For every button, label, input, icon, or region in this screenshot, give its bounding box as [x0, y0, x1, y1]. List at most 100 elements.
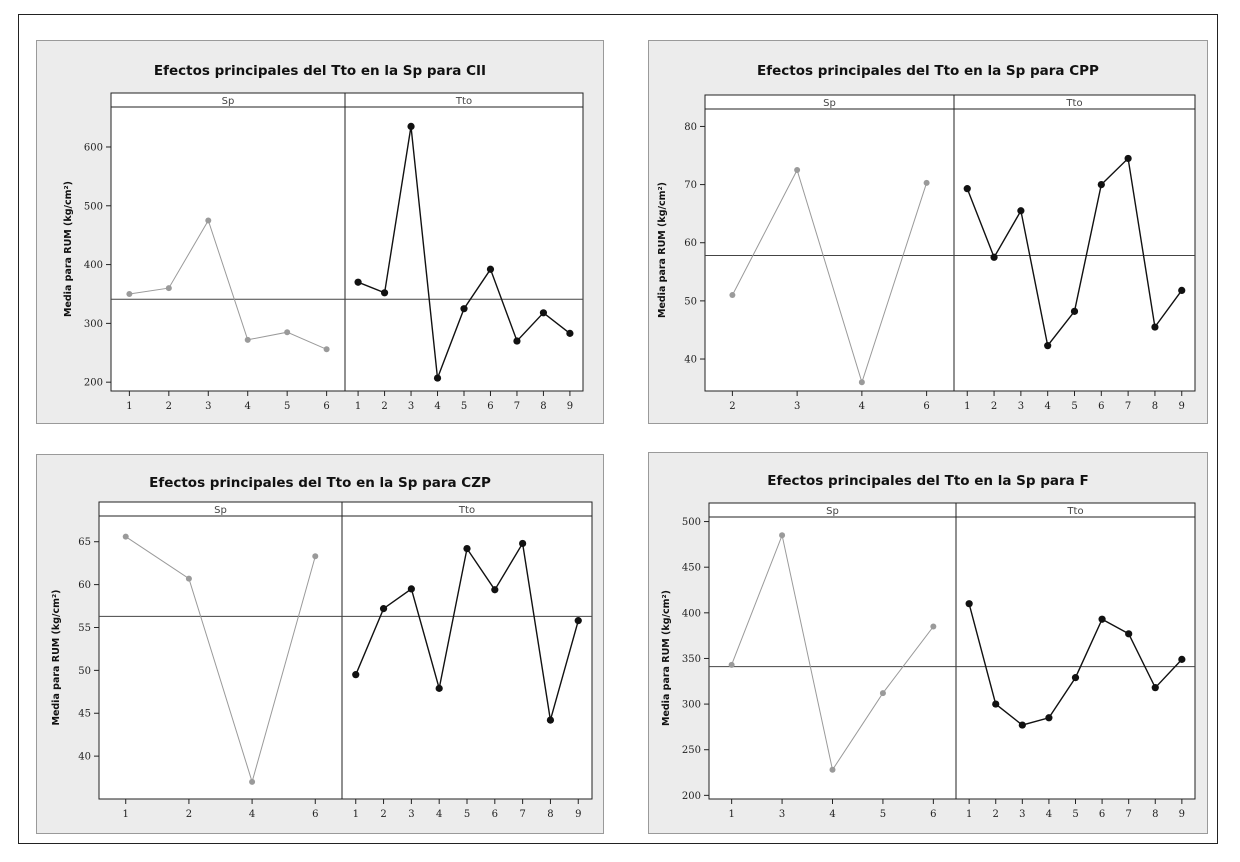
- x-tick-label: 6: [1099, 809, 1105, 820]
- data-point: [1178, 286, 1186, 295]
- data-point: [205, 217, 212, 224]
- x-tick-label: 6: [923, 401, 929, 412]
- y-tick-label: 200: [682, 791, 701, 802]
- plot-area: [708, 502, 1196, 800]
- chart-title: Efectos principales del Tto en la Sp par…: [767, 473, 1088, 489]
- data-point: [407, 122, 415, 131]
- chart-czp: Efectos principales del Tto en la Sp par…: [36, 454, 604, 834]
- x-tick-label: 2: [380, 809, 386, 820]
- x-tick-label: 4: [249, 809, 255, 820]
- x-tick-label: 7: [1125, 401, 1131, 412]
- data-point: [519, 539, 527, 548]
- x-tick-label: 4: [1045, 401, 1051, 412]
- y-tick-label: 400: [682, 608, 701, 619]
- data-point: [435, 684, 443, 692]
- x-tick-label: 1: [728, 809, 734, 820]
- x-tick-label: 8: [1152, 401, 1158, 412]
- y-tick-label: 450: [682, 563, 701, 574]
- x-tick-label: 7: [519, 809, 525, 820]
- strip-label: Sp: [826, 506, 839, 517]
- strip-label: Sp: [214, 505, 227, 516]
- x-tick-label: 5: [880, 809, 886, 820]
- y-tick-label: 70: [684, 180, 697, 191]
- data-point: [923, 179, 930, 186]
- strip-label: Tto: [458, 505, 475, 516]
- x-tick-label: 3: [794, 401, 800, 412]
- y-tick-label: 200: [84, 378, 103, 389]
- x-tick-label: 2: [166, 401, 172, 412]
- x-tick-label: 2: [186, 809, 192, 820]
- x-tick-label: 5: [461, 401, 467, 412]
- chart-title: Efectos principales del Tto en la Sp par…: [757, 63, 1099, 79]
- x-tick-label: 5: [1071, 401, 1077, 412]
- data-point: [990, 253, 998, 261]
- data-point: [126, 290, 133, 297]
- data-point: [728, 661, 735, 668]
- data-point: [965, 600, 973, 608]
- data-point: [794, 167, 801, 174]
- data-point: [486, 265, 495, 273]
- x-tick-label: 6: [487, 401, 493, 412]
- chart-svg: Efectos principales del Tto en la Sp par…: [51, 475, 593, 820]
- data-point: [1178, 655, 1186, 663]
- data-point: [284, 329, 291, 336]
- data-point: [1017, 207, 1025, 215]
- x-tick-label: 2: [991, 401, 997, 412]
- y-axis-label: Media para RUM (kg/cm²): [51, 589, 62, 725]
- data-point: [539, 309, 548, 317]
- data-point: [513, 337, 521, 345]
- data-point: [729, 292, 736, 299]
- x-tick-label: 3: [1019, 809, 1025, 820]
- data-point: [963, 185, 971, 193]
- chart-title: Efectos principales del Tto en la Sp par…: [154, 63, 486, 79]
- x-tick-label: 6: [930, 809, 936, 820]
- x-tick-label: 4: [1046, 809, 1052, 820]
- x-tick-label: 6: [1098, 401, 1104, 412]
- x-tick-label: 2: [993, 809, 999, 820]
- strip-label: Tto: [1065, 98, 1082, 109]
- x-tick-label: 1: [966, 809, 972, 820]
- strip-label: Tto: [1066, 506, 1083, 517]
- x-tick-label: 4: [245, 401, 251, 412]
- x-tick-label: 3: [1018, 401, 1024, 412]
- x-tick-label: 9: [575, 809, 581, 820]
- x-tick-label: 3: [205, 401, 211, 412]
- x-tick-label: 2: [729, 401, 735, 412]
- data-point: [1151, 323, 1159, 331]
- y-tick-label: 40: [78, 752, 91, 763]
- x-tick-label: 4: [859, 401, 865, 412]
- y-tick-label: 300: [682, 700, 701, 711]
- data-point: [779, 532, 786, 539]
- x-tick-label: 6: [312, 809, 318, 820]
- data-point: [1044, 342, 1052, 350]
- data-point: [574, 617, 582, 625]
- data-point: [379, 605, 388, 613]
- data-point: [992, 700, 1000, 708]
- data-point: [249, 778, 256, 785]
- chart-cii: Efectos principales del Tto en la Sp par…: [36, 40, 604, 424]
- y-axis-label: Media para RUM (kg/cm²): [657, 182, 668, 318]
- chart-svg: Efectos principales del Tto en la Sp par…: [63, 63, 584, 412]
- x-tick-label: 1: [123, 809, 129, 820]
- x-tick-label: 9: [567, 401, 573, 412]
- data-point: [244, 336, 251, 343]
- series-line: [731, 168, 928, 384]
- y-tick-label: 300: [84, 319, 103, 330]
- plot-area: [110, 92, 584, 392]
- strip-label: Tto: [455, 96, 472, 107]
- data-point: [1125, 630, 1133, 638]
- data-point: [460, 305, 468, 313]
- y-tick-label: 45: [78, 709, 91, 720]
- x-tick-label: 2: [381, 401, 387, 412]
- chart-svg: Efectos principales del Tto en la Sp par…: [657, 63, 1196, 412]
- data-point: [566, 329, 574, 337]
- data-point: [380, 289, 389, 297]
- chart-title: Efectos principales del Tto en la Sp par…: [149, 475, 491, 491]
- data-point: [1071, 674, 1080, 682]
- y-tick-label: 50: [78, 666, 91, 677]
- strip-label: Sp: [222, 96, 235, 107]
- x-tick-label: 4: [829, 809, 835, 820]
- data-point: [352, 671, 360, 679]
- y-tick-label: 65: [78, 537, 91, 548]
- y-tick-label: 55: [78, 623, 91, 634]
